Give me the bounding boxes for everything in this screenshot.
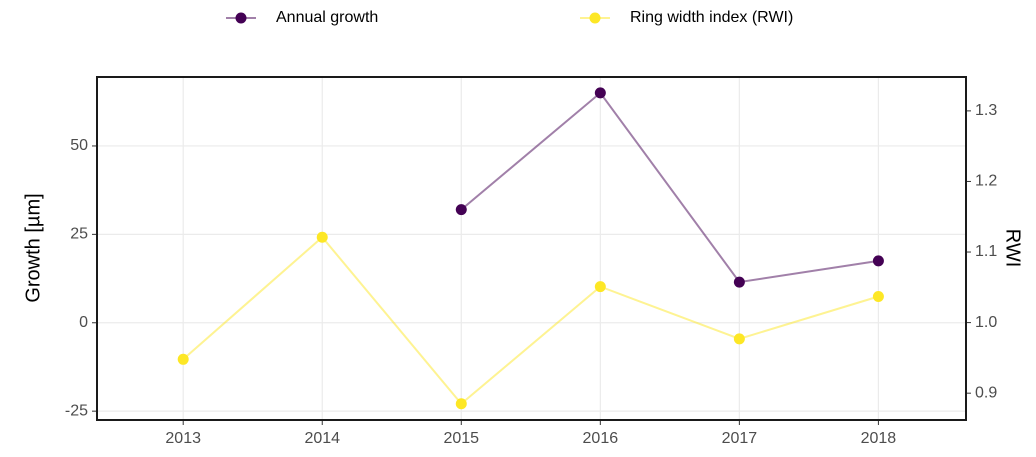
y2-tick-label: 1.3 [975,102,997,119]
y-tick-label: -25 [65,402,88,419]
y2-tick-label: 1.2 [975,173,997,190]
y2-tick-label: 0.9 [975,384,997,401]
y2-tick-label: 1.1 [975,243,997,260]
data-point [872,255,884,267]
y2-tick-label: 1.0 [975,314,997,331]
y-tick-label: 0 [79,314,88,331]
x-tick-label: 2013 [165,430,201,447]
data-point [316,231,328,243]
x-tick-label: 2016 [583,430,619,447]
y2-axis-title: RWI [1002,229,1024,268]
data-point [455,204,467,216]
plot-border [96,76,967,421]
x-tick-label: 2018 [861,430,897,447]
data-point [733,333,745,345]
legend-label: Annual growth [276,9,378,26]
data-point [872,290,884,302]
data-point [733,276,745,288]
x-tick-label: 2017 [722,430,758,447]
legend-label: Ring width index (RWI) [630,9,793,26]
data-point [455,398,467,410]
x-tick-label: 2014 [304,430,340,447]
series-line [460,91,879,284]
y-tick-label: 25 [70,226,88,243]
x-tick-label: 2015 [443,430,479,447]
data-point [594,281,606,293]
data-point [594,87,606,99]
y-tick-label: 50 [70,137,88,154]
series-line [182,235,879,406]
y-axis-title: Growth [µm] [22,193,44,302]
data-point [177,353,189,365]
legend-marker [235,12,247,24]
legend-marker [589,12,601,24]
